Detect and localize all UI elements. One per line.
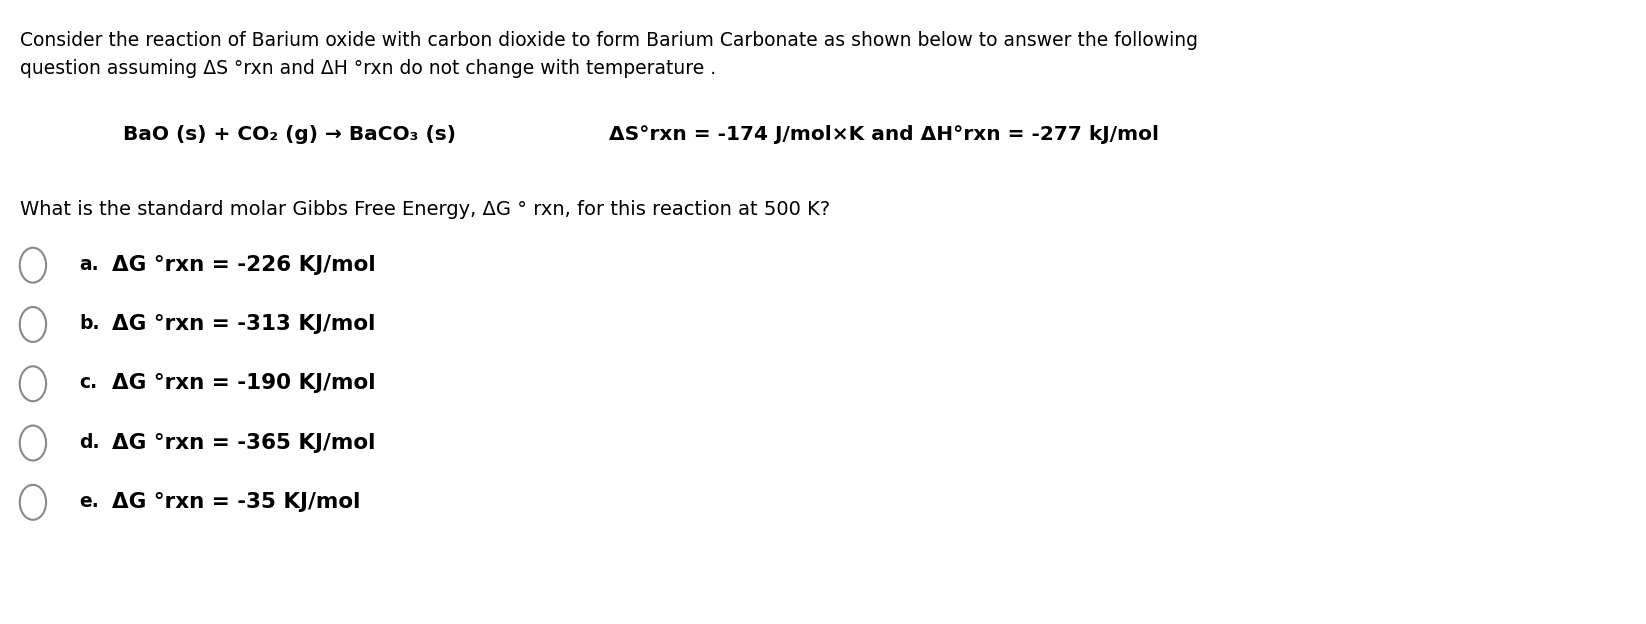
Text: ΔG °rxn = -35 KJ/mol: ΔG °rxn = -35 KJ/mol xyxy=(112,492,360,512)
Text: BaO (s) + CO₂ (g) → BaCO₃ (s): BaO (s) + CO₂ (g) → BaCO₃ (s) xyxy=(123,125,456,144)
Text: ΔG °rxn = -190 KJ/mol: ΔG °rxn = -190 KJ/mol xyxy=(112,373,375,393)
Text: a.: a. xyxy=(79,255,99,274)
Text: What is the standard molar Gibbs Free Energy, ΔG ° rxn, for this reaction at 500: What is the standard molar Gibbs Free En… xyxy=(20,200,830,218)
Text: ΔS°rxn = -174 J/mol×K and ΔH°rxn = -277 kJ/mol: ΔS°rxn = -174 J/mol×K and ΔH°rxn = -277 … xyxy=(609,125,1159,144)
Text: Consider the reaction of Barium oxide with carbon dioxide to form Barium Carbona: Consider the reaction of Barium oxide wi… xyxy=(20,31,1198,50)
Text: e.: e. xyxy=(79,492,99,511)
Text: ΔG °rxn = -313 KJ/mol: ΔG °rxn = -313 KJ/mol xyxy=(112,314,375,334)
Text: b.: b. xyxy=(79,314,99,333)
Text: d.: d. xyxy=(79,432,99,452)
Text: ΔG °rxn = -365 KJ/mol: ΔG °rxn = -365 KJ/mol xyxy=(112,432,375,452)
Text: question assuming ΔS °rxn and ΔH °rxn do not change with temperature .: question assuming ΔS °rxn and ΔH °rxn do… xyxy=(20,59,716,78)
Text: c.: c. xyxy=(79,373,97,392)
Text: ΔG °rxn = -226 KJ/mol: ΔG °rxn = -226 KJ/mol xyxy=(112,255,375,275)
